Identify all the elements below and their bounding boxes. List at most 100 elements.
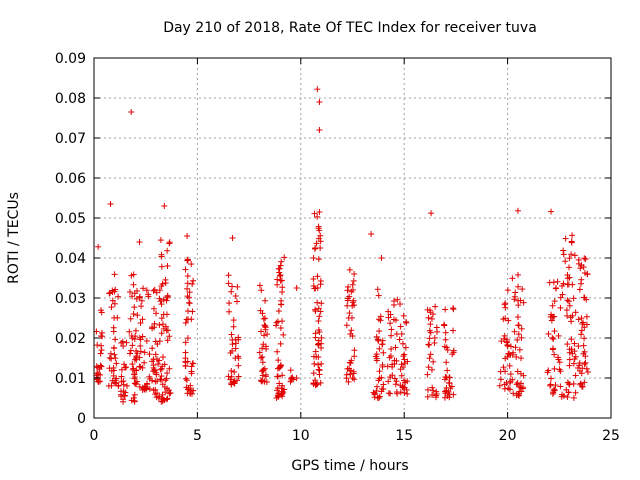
data-point	[398, 372, 405, 379]
data-point	[189, 360, 196, 367]
data-point	[433, 391, 440, 398]
data-point	[581, 324, 588, 331]
data-point	[311, 210, 318, 217]
data-point	[350, 297, 357, 304]
data-point	[134, 378, 141, 385]
data-point	[497, 376, 504, 383]
data-point	[579, 383, 586, 390]
data-point	[583, 321, 590, 328]
data-point	[520, 299, 527, 306]
data-point	[228, 288, 235, 295]
data-point	[115, 293, 122, 300]
data-point	[130, 271, 137, 278]
data-point	[259, 354, 266, 361]
data-point	[115, 382, 122, 389]
data-point	[128, 109, 135, 115]
data-point	[579, 320, 586, 327]
data-point	[280, 331, 287, 338]
data-point	[128, 332, 135, 339]
data-point	[139, 316, 146, 323]
data-point	[136, 383, 143, 390]
data-point	[515, 331, 522, 338]
data-point	[277, 340, 284, 347]
data-point	[348, 314, 355, 321]
data-point	[350, 368, 357, 375]
data-point	[501, 385, 508, 392]
data-point	[581, 269, 588, 276]
data-point	[576, 360, 583, 367]
data-point	[551, 328, 558, 335]
data-point	[157, 366, 164, 373]
data-point	[158, 315, 165, 322]
data-point	[132, 327, 139, 334]
data-point	[345, 378, 352, 385]
data-point	[316, 99, 323, 105]
data-point	[182, 266, 189, 273]
data-point	[399, 384, 406, 391]
data-point	[375, 377, 382, 384]
data-point	[112, 286, 119, 293]
data-point	[106, 289, 113, 296]
data-point	[568, 251, 575, 258]
data-point	[555, 356, 562, 363]
y-tick-label: 0.07	[55, 131, 86, 147]
data-point	[374, 286, 381, 293]
data-point	[183, 384, 190, 391]
data-point	[154, 390, 161, 397]
data-point	[95, 243, 102, 250]
data-point	[314, 273, 321, 280]
data-point	[186, 289, 193, 296]
data-point	[427, 351, 434, 358]
data-point	[162, 280, 169, 287]
data-point	[94, 370, 101, 377]
data-point	[111, 345, 118, 352]
data-point	[279, 382, 286, 389]
data-point	[427, 321, 434, 328]
data-point	[233, 298, 240, 305]
data-point	[578, 262, 585, 269]
data-point	[109, 289, 116, 296]
data-point	[145, 293, 152, 300]
data-point	[97, 350, 104, 357]
data-point	[259, 359, 266, 366]
data-point	[581, 361, 588, 368]
data-point	[560, 251, 567, 258]
data-point	[443, 359, 450, 366]
data-point	[442, 329, 449, 336]
data-point	[580, 319, 587, 326]
data-point	[446, 374, 453, 381]
data-point	[315, 318, 322, 325]
data-point	[111, 314, 118, 321]
data-point	[373, 355, 380, 362]
data-point	[158, 301, 165, 308]
data-point	[393, 357, 400, 364]
data-point	[581, 348, 588, 355]
data-point	[428, 210, 435, 217]
data-point	[401, 389, 408, 396]
data-point	[559, 391, 566, 398]
data-point	[511, 328, 518, 335]
data-point	[150, 287, 157, 294]
data-point	[312, 306, 319, 313]
data-point	[184, 257, 191, 264]
data-point	[163, 297, 170, 304]
data-point	[441, 322, 448, 329]
data-point	[183, 377, 190, 384]
data-point	[316, 367, 323, 374]
data-point	[502, 315, 509, 322]
data-point	[262, 371, 269, 378]
data-point	[379, 337, 386, 344]
data-point	[514, 313, 521, 320]
data-point	[188, 261, 195, 268]
data-point	[140, 285, 147, 292]
data-point	[368, 231, 375, 237]
data-point	[509, 351, 516, 358]
data-point	[260, 315, 267, 322]
data-point	[133, 356, 140, 363]
data-point	[374, 336, 381, 343]
data-point	[547, 381, 554, 388]
data-point	[277, 324, 284, 331]
data-point	[118, 388, 125, 395]
data-point	[156, 357, 163, 364]
data-point	[566, 255, 573, 262]
